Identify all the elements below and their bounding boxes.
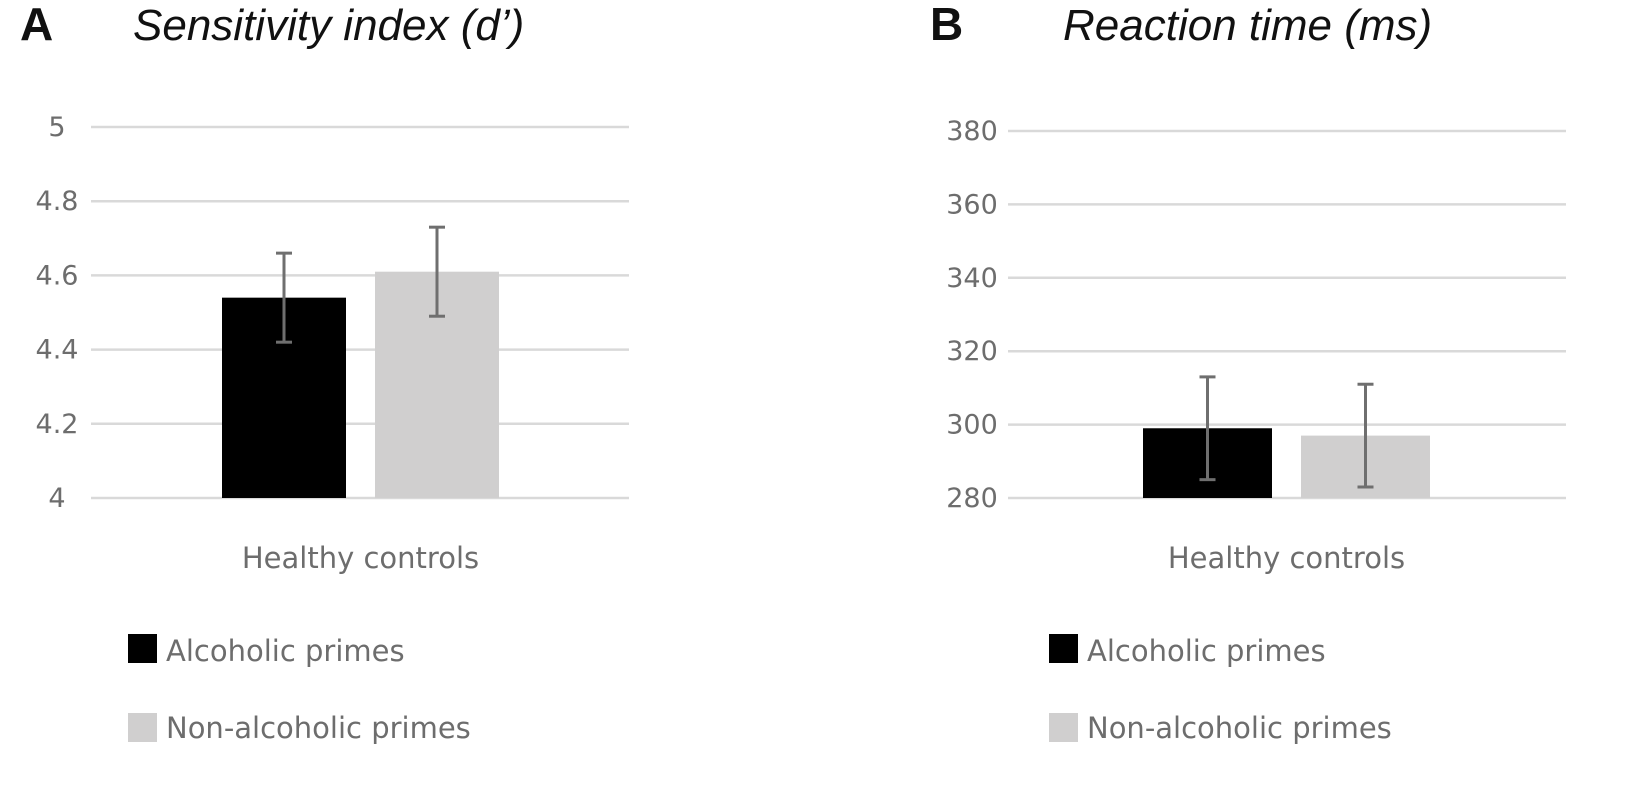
x-category-label: Healthy controls xyxy=(242,541,479,575)
y-tick-label: 4 xyxy=(48,483,65,514)
legend-item-non-alcoholic-primes: Non-alcoholic primes xyxy=(1049,711,1392,745)
legend-item-alcoholic-primes: Alcoholic primes xyxy=(1049,634,1326,668)
error-bar-non-alcoholic-primes xyxy=(1357,382,1374,489)
panel-letter: A xyxy=(20,0,53,50)
error-bar-alcoholic-primes xyxy=(276,251,292,344)
chart-panel-b: B Reaction time (ms) 280 300 320 340 360 380 Hea… xyxy=(930,0,1566,745)
y-tick-label: 340 xyxy=(946,263,998,294)
legend-swatch xyxy=(128,634,157,663)
y-tick-label: 280 xyxy=(946,483,998,514)
legend-swatch xyxy=(128,713,157,742)
y-tick-label: 4.4 xyxy=(36,335,79,366)
y-tick-label: 380 xyxy=(946,116,998,147)
chart-title: Sensitivity index (d’) xyxy=(133,1,524,50)
chart-title: Reaction time (ms) xyxy=(1063,1,1432,50)
chart-panel-a: A Sensitivity index (d’) 4 4.2 4.4 4.6 4.8 5 Hea… xyxy=(20,0,629,745)
legend-label: Non-alcoholic primes xyxy=(166,711,471,745)
y-tick-label: 5 xyxy=(48,112,65,143)
legend-label: Alcoholic primes xyxy=(1087,634,1326,668)
y-tick-label: 4.2 xyxy=(36,409,79,440)
legend-label: Alcoholic primes xyxy=(166,634,405,668)
legend-swatch xyxy=(1049,713,1078,742)
y-tick-label: 320 xyxy=(946,336,998,367)
x-category-label: Healthy controls xyxy=(1168,541,1405,575)
y-tick-label: 4.8 xyxy=(36,186,79,217)
panel-letter: B xyxy=(930,0,963,50)
legend-label: Non-alcoholic primes xyxy=(1087,711,1392,745)
error-bar-alcoholic-primes xyxy=(1199,375,1216,482)
y-tick-label: 4.6 xyxy=(36,260,79,291)
legend-item-non-alcoholic-primes: Non-alcoholic primes xyxy=(128,711,471,745)
error-bar-non-alcoholic-primes xyxy=(429,225,445,318)
y-tick-label: 360 xyxy=(946,189,998,220)
y-tick-label: 300 xyxy=(946,410,998,441)
legend-swatch xyxy=(1049,634,1078,663)
legend-item-alcoholic-primes: Alcoholic primes xyxy=(128,634,405,668)
